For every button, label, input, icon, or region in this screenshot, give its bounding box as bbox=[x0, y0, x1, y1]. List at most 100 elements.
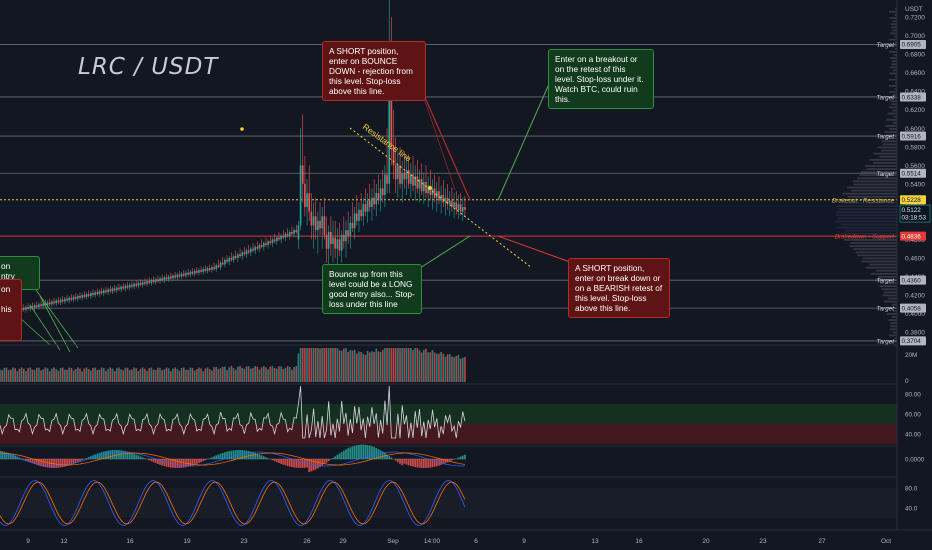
volume-bar bbox=[22, 368, 25, 382]
note-pointer-line bbox=[419, 235, 471, 269]
volume-bar bbox=[399, 348, 401, 382]
macd-histogram-bar bbox=[33, 459, 36, 465]
volume-bar bbox=[217, 369, 220, 382]
macd-histogram-bar bbox=[107, 450, 109, 459]
volume-profile-bar bbox=[894, 35, 897, 38]
volume-profile-bar bbox=[894, 14, 897, 16]
price-tag-value: 0.6338 bbox=[902, 94, 922, 101]
level-label: Target bbox=[876, 42, 894, 49]
candle-body bbox=[278, 237, 280, 240]
price-tick-label: 0.5400 bbox=[905, 181, 925, 188]
volume-bar bbox=[237, 366, 239, 382]
volume-bar bbox=[265, 367, 267, 382]
volume-bar bbox=[340, 350, 343, 382]
volume-bar bbox=[42, 369, 45, 382]
macd-histogram-bar bbox=[3, 451, 6, 459]
candle-body bbox=[118, 287, 120, 290]
macd-histogram-bar bbox=[329, 459, 332, 460]
candle-body bbox=[105, 290, 107, 293]
candle-body bbox=[128, 284, 131, 288]
volume-bar bbox=[278, 366, 280, 382]
volume-bar bbox=[31, 369, 34, 382]
price-tag-box bbox=[900, 303, 926, 313]
volume-profile-bar bbox=[889, 17, 897, 19]
volume-bar bbox=[206, 367, 209, 382]
volume-bar bbox=[111, 368, 114, 382]
candle-body bbox=[407, 169, 410, 184]
volume-bar bbox=[349, 349, 352, 382]
volume-profile-bar bbox=[892, 121, 897, 124]
volume-profile-bar bbox=[890, 325, 897, 328]
price-tag-value: 0.5514 bbox=[902, 171, 922, 178]
macd-histogram-bar bbox=[323, 459, 326, 465]
volume-bar bbox=[381, 349, 384, 382]
volume-profile-bar bbox=[865, 266, 897, 269]
candle-body bbox=[161, 278, 164, 281]
macd-histogram-bar bbox=[412, 459, 414, 467]
volume-profile-bar bbox=[890, 100, 897, 103]
candle-body bbox=[211, 267, 213, 270]
macd-histogram-bar bbox=[299, 459, 302, 468]
volume-bar bbox=[66, 369, 68, 382]
macd-histogram-bar bbox=[111, 450, 114, 459]
volume-bar bbox=[293, 367, 295, 382]
candle-body bbox=[459, 204, 462, 212]
candle-body bbox=[336, 239, 339, 249]
macd-histogram-bar bbox=[79, 459, 81, 462]
candle-body bbox=[360, 209, 362, 217]
volume-bar bbox=[148, 368, 151, 382]
volume-bar bbox=[358, 351, 360, 382]
candle-body bbox=[304, 183, 306, 207]
candle-body bbox=[122, 286, 125, 289]
volume-profile-bar bbox=[873, 152, 897, 155]
volume-bar bbox=[304, 348, 306, 382]
volume-profile-bar bbox=[891, 103, 897, 106]
volume-profile-bar bbox=[885, 124, 897, 127]
volume-bar bbox=[403, 348, 406, 382]
candle-body bbox=[403, 172, 406, 180]
candle-body bbox=[77, 295, 79, 299]
candle-body bbox=[213, 267, 215, 270]
volume-profile-bar bbox=[889, 10, 897, 13]
volume-tick-label: 0 bbox=[905, 378, 909, 385]
macd-histogram-bar bbox=[226, 451, 228, 459]
volume-bar bbox=[355, 353, 358, 382]
macd-histogram-bar bbox=[360, 444, 362, 459]
candle-body bbox=[375, 193, 378, 205]
candle-body bbox=[429, 185, 432, 195]
volume-bar bbox=[317, 348, 319, 382]
macd-histogram-bar bbox=[219, 453, 222, 459]
note-short-breakdown: A SHORT position, enter on break down or… bbox=[568, 258, 670, 318]
macd-histogram-bar bbox=[297, 459, 300, 468]
candle-body bbox=[427, 185, 429, 194]
volume-bar bbox=[165, 367, 168, 382]
macd-histogram-bar bbox=[243, 450, 246, 459]
candle-body bbox=[232, 256, 235, 260]
volume-bar bbox=[286, 366, 289, 382]
candle-body bbox=[325, 234, 328, 249]
volume-bar bbox=[133, 367, 135, 382]
candle-body bbox=[247, 250, 250, 253]
macd-histogram-bar bbox=[431, 459, 434, 468]
macd-histogram-bar bbox=[122, 450, 125, 459]
volume-bar bbox=[5, 367, 8, 382]
volume-profile-bar bbox=[849, 245, 897, 247]
volume-bar bbox=[273, 368, 276, 382]
volume-bar bbox=[321, 348, 324, 382]
macd-histogram-bar bbox=[195, 459, 198, 464]
macd-histogram-bar bbox=[342, 450, 345, 459]
volume-profile-bar bbox=[888, 340, 897, 343]
candle-body bbox=[22, 307, 25, 310]
volume-bar bbox=[77, 367, 79, 382]
volume-profile-bar bbox=[877, 146, 897, 149]
volume-bar bbox=[260, 367, 263, 382]
volume-profile-bar bbox=[881, 288, 897, 291]
volume-bar bbox=[61, 367, 64, 382]
macd-histogram-bar bbox=[105, 451, 107, 459]
time-tick-label: 14:00 bbox=[424, 538, 441, 545]
macd-histogram-bar bbox=[25, 459, 27, 461]
volume-profile-bar bbox=[890, 66, 897, 69]
level-label: Target bbox=[876, 278, 894, 285]
volume-bar bbox=[258, 369, 261, 382]
